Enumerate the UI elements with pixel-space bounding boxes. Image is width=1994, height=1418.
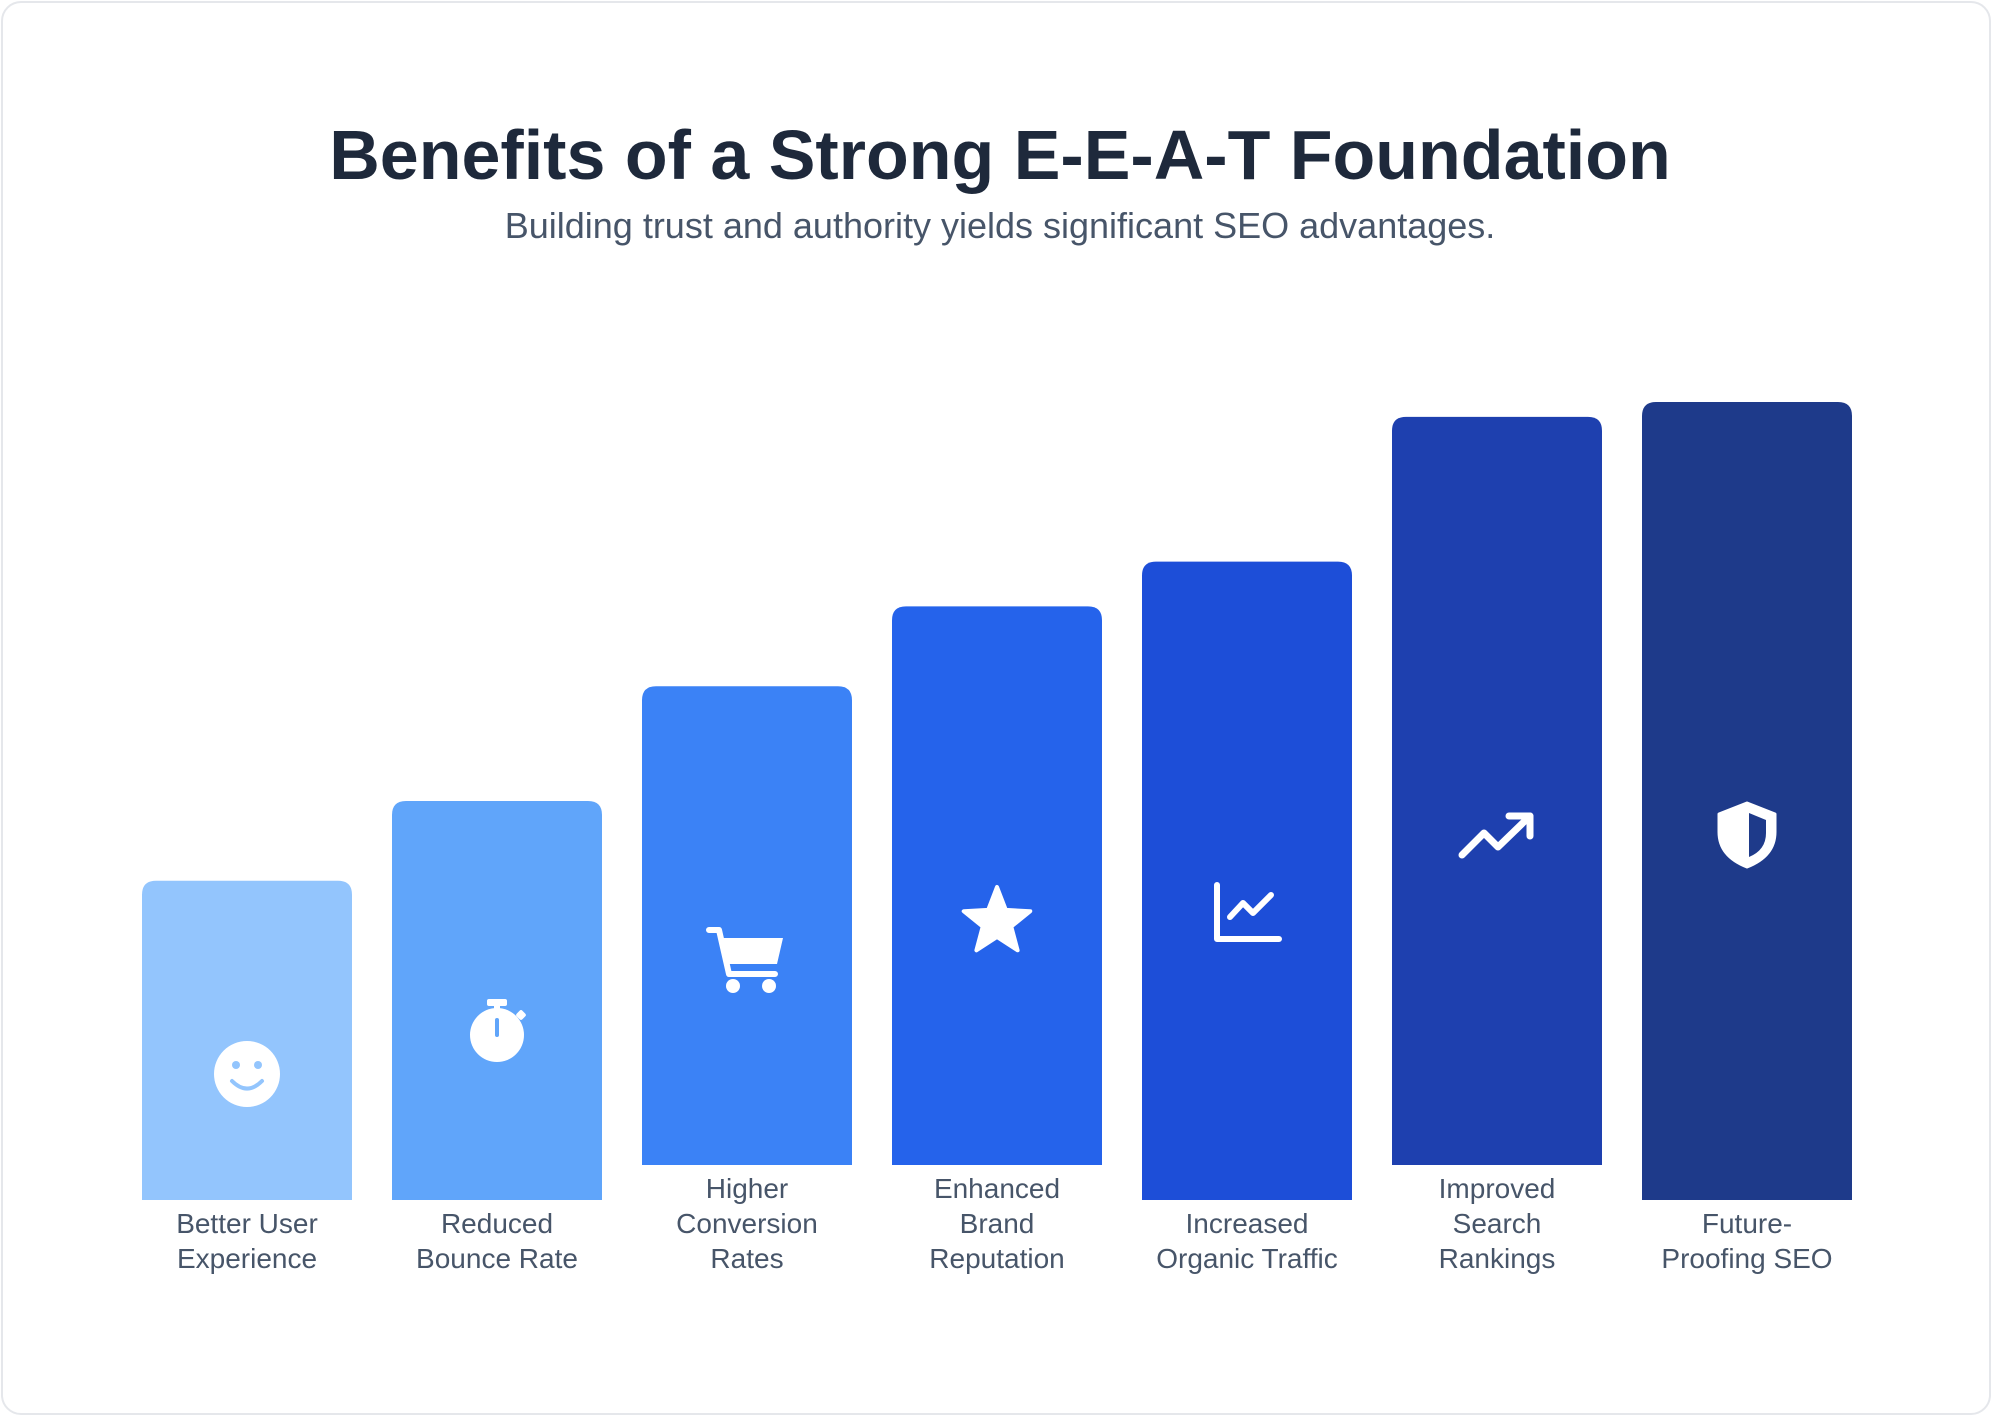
star-icon bbox=[961, 885, 1033, 953]
category-label: Better User Experience bbox=[176, 1208, 318, 1274]
bar-7 bbox=[1642, 402, 1852, 1200]
shield-icon bbox=[1717, 801, 1777, 869]
bar-3 bbox=[642, 686, 852, 1165]
category-label: Increased Organic Traffic bbox=[1156, 1208, 1338, 1274]
cart-icon bbox=[706, 927, 783, 993]
category-label: Enhanced Brand Reputation bbox=[929, 1173, 1064, 1274]
bar-6 bbox=[1392, 416, 1602, 1165]
chart-line-icon bbox=[1214, 882, 1282, 942]
trend-up-icon bbox=[1458, 812, 1534, 859]
chart-subtitle: Building trust and authority yields sign… bbox=[504, 205, 1496, 246]
category-label: Higher Conversion Rates bbox=[676, 1173, 818, 1274]
category-label: Reduced Bounce Rate bbox=[416, 1208, 578, 1274]
stopwatch-icon bbox=[470, 999, 526, 1062]
category-label: Improved Search Rankings bbox=[1439, 1173, 1556, 1274]
category-label: Future-Proofing SEO bbox=[1661, 1208, 1832, 1274]
smile-icon bbox=[214, 1041, 280, 1107]
chart-title: Benefits of a Strong E-E-A-T Foundation bbox=[329, 116, 1671, 194]
bar-1 bbox=[142, 880, 352, 1200]
bar-5 bbox=[1142, 561, 1352, 1200]
